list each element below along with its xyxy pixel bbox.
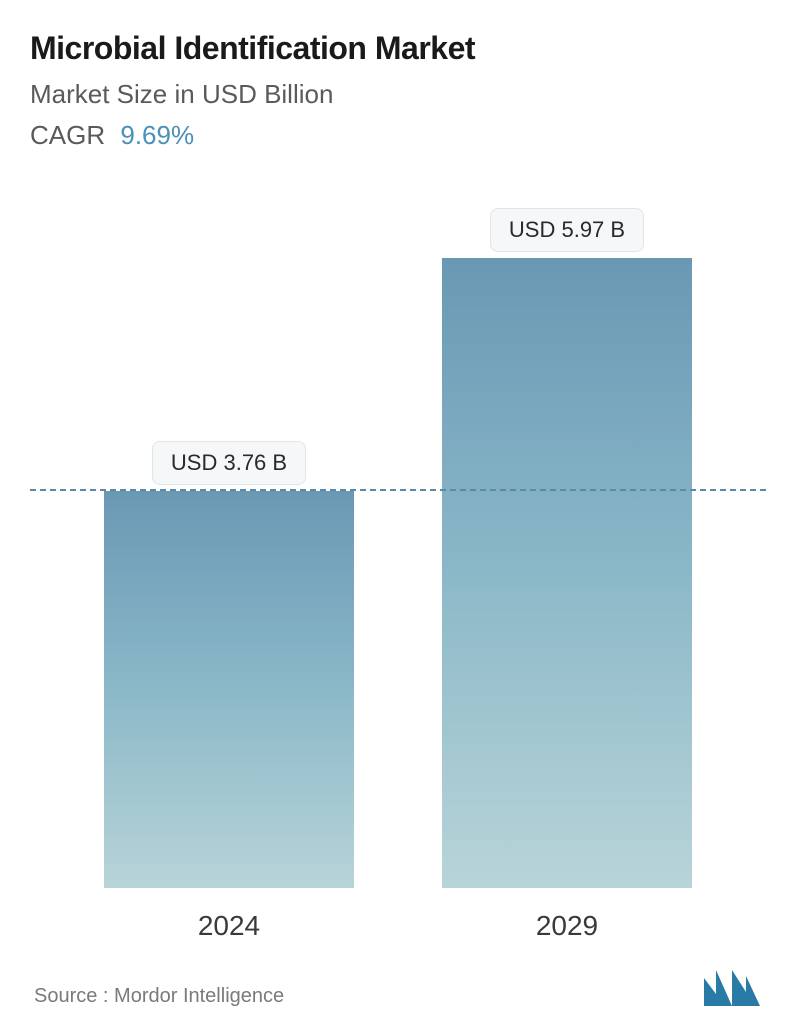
chart-container: Microbial Identification Market Market S…	[0, 0, 796, 1034]
x-axis-label: 2024	[104, 898, 354, 948]
bar-group: USD 5.97 B	[442, 208, 692, 888]
chart-area: USD 3.76 B USD 5.97 B 2024 2029	[30, 181, 766, 948]
bar	[104, 491, 354, 888]
cagr-value: 9.69%	[120, 120, 194, 150]
cagr-row: CAGR 9.69%	[30, 120, 766, 151]
chart-footer: Source : Mordor Intelligence	[30, 966, 766, 1014]
source-text: Source : Mordor Intelligence	[34, 985, 284, 1008]
x-axis-label: 2029	[442, 898, 692, 948]
reference-line	[30, 489, 766, 491]
chart-title: Microbial Identification Market	[30, 30, 766, 67]
bar-value-label: USD 3.76 B	[152, 441, 306, 485]
cagr-label: CAGR	[30, 120, 105, 150]
bar	[442, 258, 692, 888]
bar-value-label: USD 5.97 B	[490, 208, 644, 252]
x-axis-labels: 2024 2029	[30, 898, 766, 948]
chart-subtitle: Market Size in USD Billion	[30, 79, 766, 110]
bar-group: USD 3.76 B	[104, 441, 354, 888]
bars-wrapper: USD 3.76 B USD 5.97 B	[30, 181, 766, 888]
brand-logo	[702, 966, 762, 1008]
